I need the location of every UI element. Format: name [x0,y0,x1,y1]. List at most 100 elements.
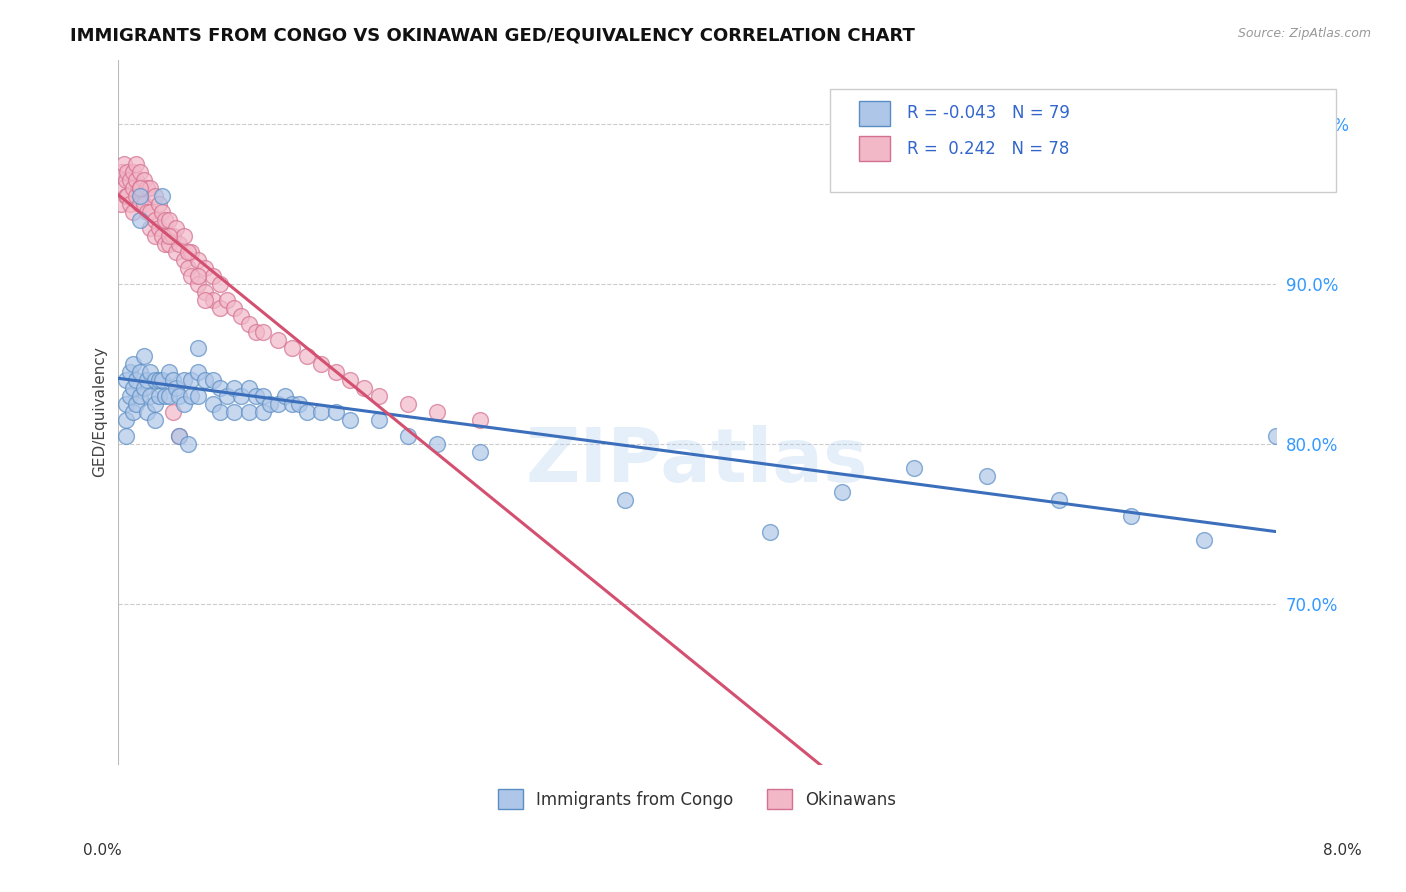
Point [150,188,173,202]
Text: R = -0.043   N = 79: R = -0.043 N = 79 [907,104,1070,122]
Point [252,389,274,403]
Point [157,365,180,379]
Point [157,212,180,227]
Point [129,365,152,379]
Point [139,180,162,194]
Point [173,252,195,267]
Point [118,389,141,403]
Point [215,293,238,307]
Point [208,405,231,419]
Point [208,301,231,315]
Point [129,196,152,211]
Point [259,397,281,411]
Point [201,373,224,387]
Point [114,173,136,187]
Point [136,405,159,419]
Point [187,277,209,291]
Point [134,349,156,363]
Point [180,389,202,403]
Text: ZIPatlas: ZIPatlas [526,425,869,498]
Point [125,173,148,187]
Point [367,413,389,427]
Point [148,196,170,211]
Point [295,405,318,419]
Point [153,212,176,227]
Point [143,413,166,427]
Point [115,165,138,179]
Point [1047,493,1070,508]
Point [157,228,180,243]
Point [134,381,156,395]
Point [831,485,853,500]
Point [266,333,288,347]
Point [245,389,267,403]
Point [143,397,166,411]
Point [165,381,187,395]
Point [150,228,173,243]
Point [180,268,202,283]
Point [153,389,176,403]
Point [118,196,141,211]
Point [295,349,318,363]
Text: IMMIGRANTS FROM CONGO VS OKINAWAN GED/EQUIVALENCY CORRELATION CHART: IMMIGRANTS FROM CONGO VS OKINAWAN GED/EQ… [70,27,915,45]
Point [143,373,166,387]
Point [180,244,202,259]
Point [238,381,260,395]
Point [224,301,246,315]
Point [194,260,217,275]
Point [274,389,297,403]
Point [125,397,148,411]
Point [139,220,162,235]
Point [129,212,152,227]
Point [396,429,419,443]
Y-axis label: GED/Equivalency: GED/Equivalency [93,347,107,477]
Point [122,180,145,194]
Point [153,236,176,251]
Point [252,325,274,339]
Point [115,188,138,202]
Point [129,188,152,202]
Point [180,373,202,387]
Point [143,228,166,243]
Point [122,405,145,419]
Point [112,180,135,194]
Point [162,228,184,243]
Point [139,365,162,379]
Point [339,413,361,427]
Point [143,212,166,227]
Point [110,196,132,211]
Point [231,309,253,323]
Point [224,381,246,395]
Point [470,445,492,459]
Point [148,373,170,387]
Point [129,389,152,403]
Point [118,173,141,187]
Point [238,317,260,331]
Point [173,373,195,387]
Point [139,204,162,219]
Point [201,268,224,283]
Text: 0.0%: 0.0% [83,843,122,858]
Point [122,381,145,395]
Point [150,373,173,387]
Point [309,357,332,371]
Point [201,397,224,411]
Point [114,373,136,387]
Point [136,180,159,194]
Point [288,397,311,411]
Point [112,157,135,171]
Point [201,293,224,307]
Point [118,365,141,379]
Text: R =  0.242   N = 78: R = 0.242 N = 78 [907,140,1069,158]
Point [148,220,170,235]
Point [125,373,148,387]
Legend: Immigrants from Congo, Okinawans: Immigrants from Congo, Okinawans [492,782,903,816]
Point [353,381,375,395]
Point [136,204,159,219]
Text: 8.0%: 8.0% [1323,843,1362,858]
Point [125,188,148,202]
Point [187,389,209,403]
Point [125,157,148,171]
Point [114,188,136,202]
Point [187,341,209,355]
